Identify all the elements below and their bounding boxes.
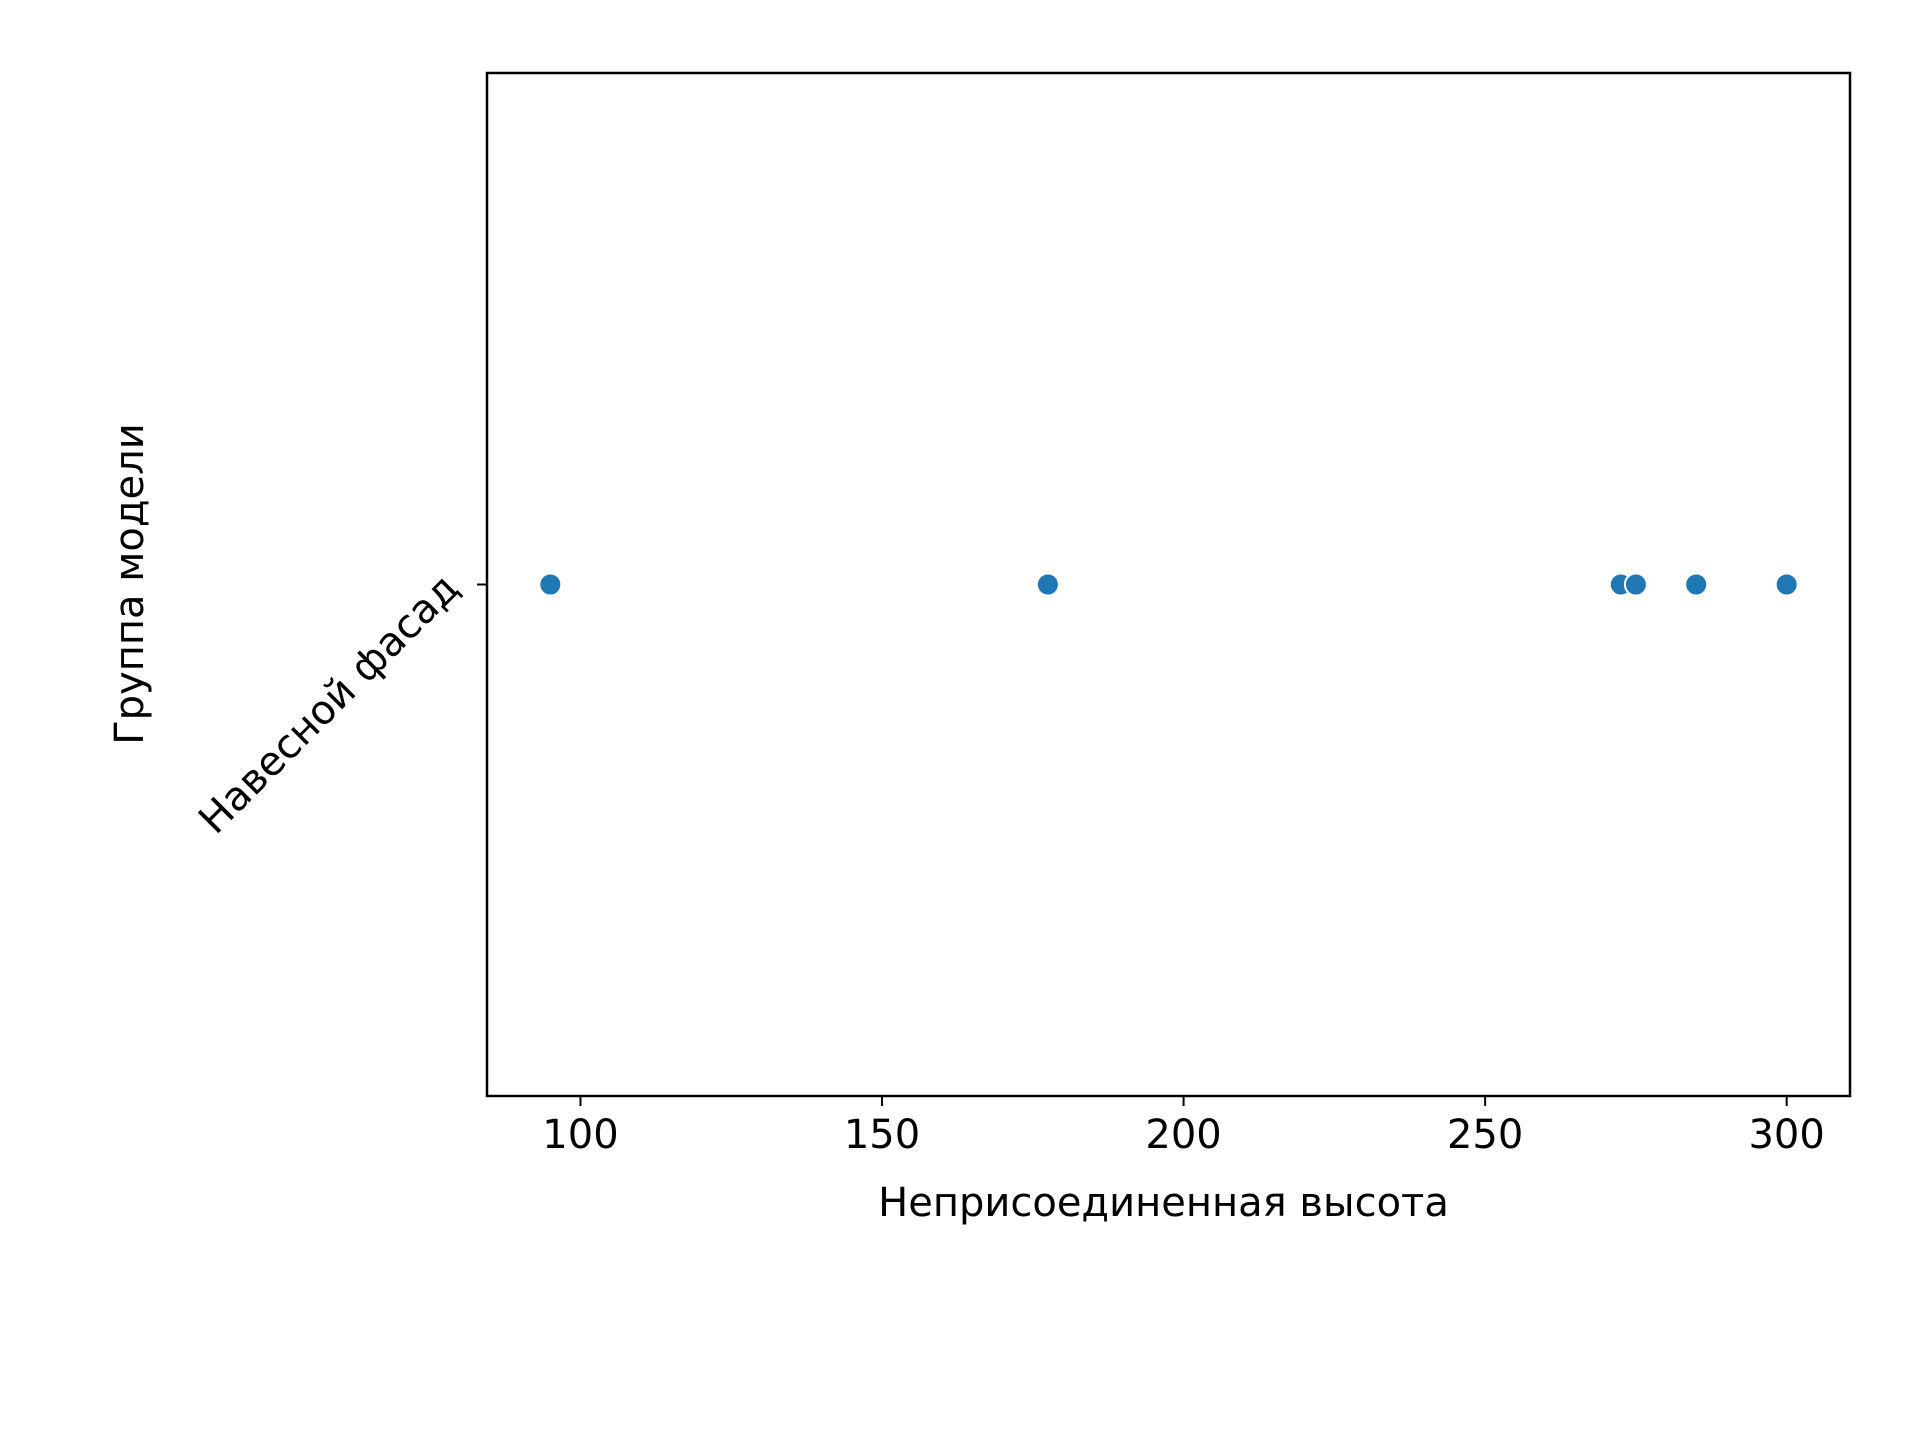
y-axis-label: Группа модели xyxy=(107,423,153,744)
x-tick-label: 300 xyxy=(1748,1112,1824,1158)
plot-area xyxy=(538,572,1799,597)
x-axis: 100 150 200 250 300 xyxy=(542,1096,1825,1158)
x-tick-label: 200 xyxy=(1145,1112,1221,1158)
data-point xyxy=(1035,572,1060,597)
data-point xyxy=(1774,572,1799,597)
x-tick-label: 100 xyxy=(542,1112,618,1158)
data-point xyxy=(538,572,563,597)
x-tick-label: 150 xyxy=(844,1112,920,1158)
data-point xyxy=(1623,572,1648,597)
data-point xyxy=(1684,572,1709,597)
x-axis-label: Неприсоединенная высота xyxy=(878,1180,1449,1226)
x-tick-label: 250 xyxy=(1447,1112,1523,1158)
